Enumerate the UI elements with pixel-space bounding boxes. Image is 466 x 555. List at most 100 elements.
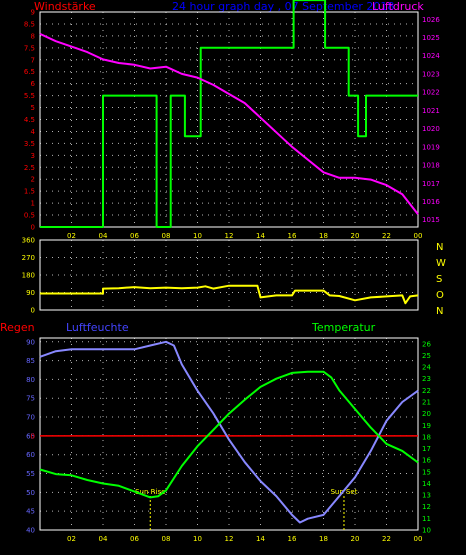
wind-pressure-y-left-tick: 5.5 (24, 92, 35, 100)
wind-pressure-y-left-tick: 3.5 (24, 140, 35, 148)
humidity-temperature-x-tick: 22 (382, 535, 391, 543)
plot-area: 00.511.522.533.544.555.566.577.588.59101… (22, 0, 440, 543)
humidity-temperature-y-left-tick: 55 (26, 470, 35, 478)
wind-pressure-y-left-tick: 5 (31, 104, 35, 112)
humidity-temperature-y-right-tick: 26 (422, 340, 431, 348)
humidity-temperature-y-left-tick: 90 (26, 338, 35, 346)
pressure-line (39, 32, 419, 215)
wind-pressure-x-tick: 18 (319, 232, 328, 240)
humidity-temperature-x-tick: 04 (99, 535, 108, 543)
humidity-temperature-x-tick: 10 (193, 535, 202, 543)
wind-direction-y-left-tick: 0 (31, 307, 35, 315)
humidity-temperature-y-right-tick: 24 (422, 364, 431, 372)
wind-pressure-y-left-tick: 2.5 (24, 164, 35, 172)
humidity-temperature-y-right-tick: 21 (422, 399, 431, 407)
wind-pressure-y-left-tick: 0.5 (24, 212, 35, 220)
wind-pressure-y-right-tick: 1025 (422, 34, 440, 42)
temperature-line (39, 370, 419, 499)
wind-pressure-y-left-tick: 7 (31, 56, 35, 64)
wind-pressure-y-right-tick: 1020 (422, 125, 440, 133)
humidity-temperature-y-right-tick: 15 (422, 468, 431, 476)
humidity-temperature-y-left-tick: 45 (26, 508, 35, 516)
wind-pressure-x-tick: 06 (130, 232, 139, 240)
wind-pressure-y-left-tick: 8 (31, 32, 35, 40)
wind-pressure-x-tick: 10 (193, 232, 202, 240)
humidity-temperature-y-left-tick: 65 (26, 432, 35, 440)
humidity-temperature-y-right-tick: 23 (422, 375, 431, 383)
humidity-temperature-x-tick: 06 (130, 535, 139, 543)
humidity-temperature-y-right-tick: 20 (422, 410, 431, 418)
humidity-temperature-y-left-tick: 85 (26, 357, 35, 365)
wind-pressure-y-left-tick: 8.5 (24, 20, 35, 28)
pressure-label: Luftdruck (372, 0, 424, 13)
wind-pressure-y-left-tick: 9 (31, 9, 35, 17)
humidity-line (39, 340, 419, 524)
wind-pressure-y-right-tick: 1022 (422, 89, 440, 97)
compass-label-east: O (436, 290, 444, 301)
humidity-temperature-y-right-tick: 17 (422, 445, 431, 453)
humidity-temperature-y-left-tick: 70 (26, 414, 35, 422)
humidity-temperature-y-right-tick: 13 (422, 492, 431, 500)
humidity-temperature-x-tick: 18 (319, 535, 328, 543)
wind-speed-line (40, 0, 418, 228)
compass-label-north-end: N (436, 306, 443, 317)
humidity-temperature-x-tick: 20 (351, 535, 360, 543)
humidity-temperature-x-tick: 02 (67, 535, 76, 543)
wind-direction-y-left-tick: 180 (22, 272, 35, 280)
wind-pressure-y-right-tick: 1018 (422, 162, 440, 170)
humidity-temperature-x-tick: 00 (414, 535, 423, 543)
wind-pressure-y-left-tick: 4.5 (24, 116, 35, 124)
compass-label-north: N (436, 242, 443, 253)
sun-marker-label: Sun Rise (135, 488, 165, 496)
wind-pressure-y-left-tick: 1 (31, 200, 35, 208)
humidity-temperature-x-tick: 08 (162, 535, 171, 543)
humidity-temperature-x-tick: 12 (225, 535, 234, 543)
wind-pressure-x-tick: 22 (382, 232, 391, 240)
wind-pressure-y-left-tick: 6 (31, 80, 36, 88)
wind-pressure-y-right-tick: 1019 (422, 143, 440, 151)
humidity-temperature-x-tick: 14 (256, 535, 265, 543)
wind-pressure-x-tick: 02 (67, 232, 76, 240)
humidity-temperature-y-right-tick: 12 (422, 503, 431, 511)
humidity-temperature-y-right-tick: 25 (422, 352, 431, 360)
wind-pressure-y-left-tick: 2 (31, 176, 35, 184)
wind-pressure-y-right-tick: 1026 (422, 16, 440, 24)
wind-pressure-x-tick: 14 (256, 232, 265, 240)
wind-pressure-y-left-tick: 4 (31, 128, 36, 136)
humidity-temperature-y-left-tick: 75 (26, 395, 35, 403)
wind-pressure-x-tick: 08 (162, 232, 171, 240)
wind-pressure-y-left-tick: 1.5 (24, 188, 35, 196)
wind-pressure-x-tick: 16 (288, 232, 297, 240)
compass-label-west: W (436, 258, 446, 269)
wind-direction-line (40, 284, 419, 305)
wind-pressure-y-right-tick: 1016 (422, 198, 440, 206)
wind-pressure-x-tick: 20 (351, 232, 360, 240)
humidity-temperature-y-right-tick: 18 (422, 433, 431, 441)
wind-pressure-x-tick: 04 (99, 232, 108, 240)
wind-pressure-y-right-tick: 1024 (422, 52, 440, 60)
graph-title: 24 hour graph day , 07 September 2018 (172, 0, 394, 13)
humidity-temperature-y-left-tick: 40 (26, 527, 35, 535)
wind-pressure-y-right-tick: 1023 (422, 70, 440, 78)
wind-direction-y-left-tick: 90 (26, 289, 35, 297)
wind-direction-y-left-tick: 360 (22, 237, 35, 245)
humidity-temperature-y-left-tick: 60 (26, 451, 35, 459)
compass-label-south: S (436, 274, 442, 285)
rain-axis-label: 0 (31, 432, 35, 440)
humidity-temperature-y-left-tick: 80 (26, 376, 35, 384)
humidity-temperature-y-right-tick: 22 (422, 387, 431, 395)
humidity-temperature-y-right-tick: 11 (422, 515, 431, 523)
wind-direction-y-left-tick: 270 (22, 254, 35, 262)
wind-pressure-y-left-tick: 6.5 (24, 68, 35, 76)
wind-pressure-x-tick: 00 (414, 232, 423, 240)
wind-pressure-y-left-tick: 3 (31, 152, 35, 160)
humidity-temperature-x-tick: 16 (288, 535, 297, 543)
humidity-temperature-y-right-tick: 10 (422, 527, 431, 535)
humidity-temperature-y-right-tick: 19 (422, 422, 431, 430)
wind-pressure-y-right-tick: 1021 (422, 107, 440, 115)
temperature-label: Temperatur (311, 321, 376, 334)
wind-speed-label: Windstärke (34, 0, 96, 13)
humidity-temperature-y-right-tick: 16 (422, 457, 431, 465)
